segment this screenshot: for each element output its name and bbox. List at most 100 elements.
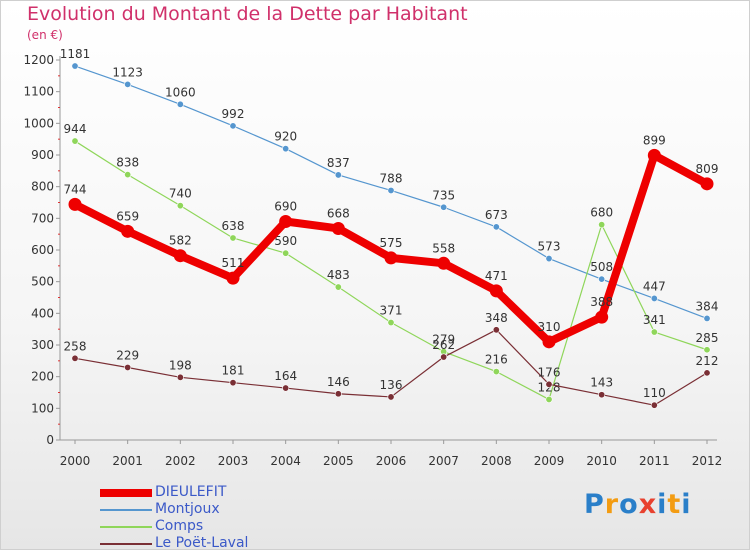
logo-letter: r [604, 489, 620, 520]
data-label: 837 [327, 156, 350, 170]
legend-label: DIEULEFIT [155, 484, 227, 500]
data-label: 659 [116, 209, 139, 223]
proxiti-logo: Proxiti [584, 489, 692, 520]
data-label: 341 [643, 313, 666, 327]
data-label: 388 [590, 295, 613, 309]
data-label: 143 [590, 376, 613, 390]
y-tick-label: 1000 [23, 116, 54, 130]
data-point [226, 271, 240, 285]
data-label: 216 [485, 353, 508, 367]
data-point [334, 283, 342, 291]
data-label: 262 [432, 338, 455, 352]
y-tick-label: 0 [46, 433, 54, 447]
data-point [700, 177, 714, 191]
x-tick-label: 2007 [428, 454, 459, 468]
x-tick-label: 2003 [218, 454, 249, 468]
data-label: 511 [222, 256, 245, 270]
data-point [440, 203, 448, 211]
y-tick-label: 900 [31, 148, 54, 162]
data-point [650, 401, 658, 409]
data-point [542, 335, 556, 349]
data-label: 136 [380, 378, 403, 392]
logo-letter: i [681, 489, 692, 520]
legend: DIEULEFIT Montjoux Comps Le Poët-Laval [100, 484, 300, 552]
data-point [124, 80, 132, 88]
data-label: 740 [169, 187, 192, 201]
data-label: 690 [274, 200, 297, 214]
x-tick-label: 2011 [639, 454, 670, 468]
x-tick-label: 2004 [270, 454, 301, 468]
data-label: 471 [485, 269, 508, 283]
data-point [598, 275, 606, 283]
data-point [229, 234, 237, 242]
data-point [545, 395, 553, 403]
data-label: 258 [64, 339, 87, 353]
y-tick-label: 700 [31, 211, 54, 225]
legend-item: Comps [100, 518, 300, 535]
data-label: 483 [327, 268, 350, 282]
data-label: 508 [590, 260, 613, 274]
x-tick-label: 2000 [60, 454, 91, 468]
data-point [703, 346, 711, 354]
data-point [176, 100, 184, 108]
legend-item: Le Poët-Laval [100, 535, 300, 552]
legend-label: Comps [155, 518, 204, 534]
legend-label: Montjoux [155, 501, 220, 517]
data-point [650, 328, 658, 336]
data-label: 110 [643, 386, 666, 400]
data-label: 992 [222, 107, 245, 121]
data-label: 371 [380, 304, 403, 318]
data-point [387, 186, 395, 194]
data-point [492, 223, 500, 231]
data-point [71, 62, 79, 70]
legend-swatch [100, 526, 152, 528]
data-point [331, 221, 345, 235]
data-point [282, 145, 290, 153]
data-point [229, 379, 237, 387]
data-label: 198 [169, 358, 192, 372]
data-point [703, 369, 711, 377]
data-label: 558 [432, 241, 455, 255]
data-point [489, 284, 503, 298]
y-tick-label: 800 [31, 180, 54, 194]
data-label: 735 [432, 188, 455, 202]
data-label: 176 [538, 365, 561, 379]
data-point [71, 137, 79, 145]
data-point [703, 314, 711, 322]
data-point [282, 384, 290, 392]
data-point [124, 171, 132, 179]
data-point [545, 380, 553, 388]
data-label: 638 [222, 219, 245, 233]
data-point [387, 319, 395, 327]
data-label: 348 [485, 311, 508, 325]
data-point [68, 197, 82, 211]
x-tick-label: 2005 [323, 454, 354, 468]
data-point [173, 249, 187, 263]
y-tick-label: 600 [31, 243, 54, 257]
y-tick-label: 1100 [23, 85, 54, 99]
data-point [595, 310, 609, 324]
legend-swatch [100, 489, 152, 497]
legend-swatch [100, 543, 152, 545]
data-label: 788 [380, 171, 403, 185]
data-point [545, 255, 553, 263]
data-label: 1123 [112, 65, 143, 79]
y-tick-label: 100 [31, 401, 54, 415]
data-point [650, 294, 658, 302]
data-point [598, 221, 606, 229]
data-label: 447 [643, 279, 666, 293]
x-tick-label: 2009 [534, 454, 565, 468]
y-tick-label: 300 [31, 338, 54, 352]
data-label: 680 [590, 206, 613, 220]
data-label: 279 [432, 333, 455, 347]
data-label: 575 [380, 236, 403, 250]
y-tick-label: 400 [31, 306, 54, 320]
data-label: 164 [274, 369, 297, 383]
data-point [492, 326, 500, 334]
data-point [176, 202, 184, 210]
data-label: 582 [169, 234, 192, 248]
data-point [229, 122, 237, 130]
chart-title: Evolution du Montant de la Dette par Hab… [27, 3, 468, 25]
